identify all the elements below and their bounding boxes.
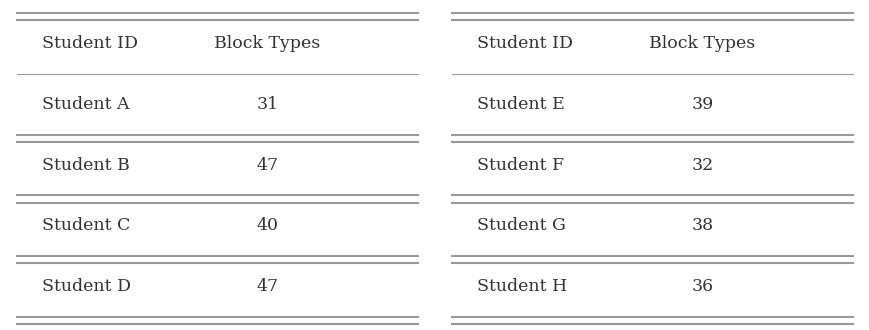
Text: 39: 39 <box>691 96 713 113</box>
Text: Student D: Student D <box>42 278 131 295</box>
Text: 40: 40 <box>256 217 278 234</box>
Text: Student H: Student H <box>476 278 567 295</box>
Text: 38: 38 <box>691 217 713 234</box>
Text: Student ID: Student ID <box>476 35 573 52</box>
Text: 36: 36 <box>691 278 713 295</box>
Text: Student ID: Student ID <box>42 35 138 52</box>
Text: 32: 32 <box>691 156 713 174</box>
Text: Student F: Student F <box>476 156 564 174</box>
Text: 31: 31 <box>256 96 278 113</box>
Text: Student B: Student B <box>42 156 129 174</box>
Text: Block Types: Block Types <box>649 35 755 52</box>
Text: Student E: Student E <box>476 96 564 113</box>
Text: Student G: Student G <box>476 217 566 234</box>
Text: 47: 47 <box>256 278 278 295</box>
Text: Block Types: Block Types <box>215 35 321 52</box>
Text: Student A: Student A <box>42 96 129 113</box>
Text: 47: 47 <box>256 156 278 174</box>
Text: Student C: Student C <box>42 217 130 234</box>
